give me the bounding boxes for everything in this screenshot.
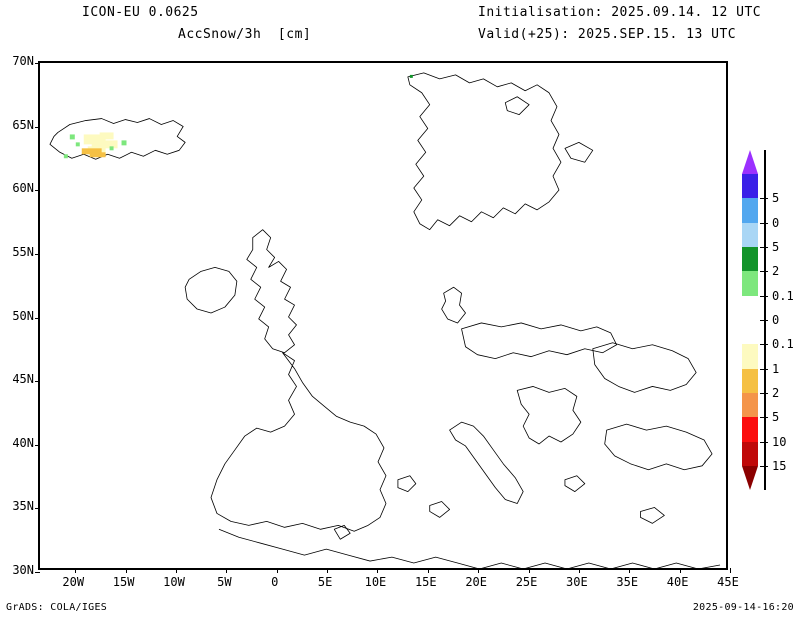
lon-tick bbox=[75, 568, 77, 573]
model-title: ICON-EU 0.0625 bbox=[82, 5, 199, 20]
lat-tick-label: 30N bbox=[12, 563, 34, 577]
lon-tick bbox=[276, 568, 278, 573]
lon-tick-label: 35E bbox=[616, 575, 639, 589]
coastline-paths bbox=[50, 73, 720, 568]
colorbar-tick-label: 15 bbox=[772, 459, 787, 473]
colorbar-band bbox=[742, 417, 758, 442]
colorbar-tick bbox=[760, 247, 768, 248]
lon-tick bbox=[528, 568, 530, 573]
lon-tick bbox=[478, 568, 480, 573]
lon-tick-label: 5W bbox=[217, 575, 232, 589]
lon-tick bbox=[730, 568, 731, 573]
lat-tick-label: 45N bbox=[12, 372, 34, 387]
footer-credit: GrADS: COLA/IGES bbox=[6, 602, 108, 613]
lat-tick bbox=[35, 317, 40, 319]
lon-tick-label: 10E bbox=[364, 575, 387, 589]
lat-tick bbox=[35, 63, 40, 64]
variable-title: AccSnow/3h [cm] bbox=[178, 27, 312, 42]
colorbar-tick bbox=[760, 441, 768, 443]
lon-tick bbox=[427, 568, 429, 573]
lon-tick bbox=[629, 568, 631, 573]
lat-tick bbox=[35, 508, 40, 510]
lon-tick bbox=[125, 568, 127, 573]
colorbar-tick bbox=[760, 222, 768, 224]
lat-tick-label: 40N bbox=[12, 435, 34, 450]
colorbar-band bbox=[742, 368, 758, 393]
map-plot-area[interactable] bbox=[35, 61, 731, 573]
colorbar-top-arrow bbox=[742, 150, 758, 174]
colorbar-band bbox=[742, 319, 758, 345]
colorbar-tick bbox=[760, 295, 768, 297]
lat-tick bbox=[35, 190, 40, 192]
lon-tick-label: 20E bbox=[465, 575, 488, 589]
colorbar-tick-label: 5 bbox=[772, 191, 780, 206]
lat-tick bbox=[35, 572, 40, 573]
lat-tick-label: 70N bbox=[12, 54, 34, 68]
lon-tick bbox=[679, 568, 681, 573]
colorbar-band bbox=[742, 246, 758, 272]
colorbar-tick bbox=[760, 393, 768, 394]
lat-tick-label: 50N bbox=[12, 308, 34, 323]
colorbar-tick-label: 10 bbox=[772, 434, 787, 449]
colorbar-band bbox=[742, 198, 758, 223]
lon-tick-label: 15W bbox=[112, 575, 135, 589]
lon-tick bbox=[175, 568, 177, 573]
colorbar-tick bbox=[760, 198, 768, 200]
colorbar-band bbox=[742, 174, 758, 199]
lon-tick bbox=[226, 568, 228, 573]
valid-time: Valid(+25): 2025.SEP.15. 13 UTC bbox=[478, 27, 737, 42]
lat-tick bbox=[35, 381, 40, 383]
lat-tick bbox=[35, 253, 40, 255]
colorbar-bottom-arrow bbox=[742, 466, 758, 490]
footer-timestamp: 2025-09-14-16:20 bbox=[692, 602, 794, 613]
colorbar-tick-label: 0 bbox=[772, 215, 780, 230]
lat-tick-label: 35N bbox=[12, 499, 34, 514]
lat-tick bbox=[35, 444, 40, 446]
colorbar-tick bbox=[760, 466, 768, 467]
colorbar-tick bbox=[760, 368, 768, 370]
lon-tick bbox=[327, 568, 329, 573]
lon-tick bbox=[377, 568, 379, 573]
lon-tick-label: 20W bbox=[62, 575, 85, 589]
colorbar-tick-label: 0 bbox=[772, 313, 780, 327]
lon-tick-label: 40E bbox=[666, 575, 689, 589]
lon-tick-label: 15E bbox=[414, 575, 437, 589]
colorbar-band bbox=[742, 392, 758, 418]
colorbar-tick-label: 0.1 bbox=[772, 337, 794, 352]
lon-tick-label: 25E bbox=[515, 575, 538, 589]
colorbar-tick-label: 2 bbox=[772, 386, 780, 400]
data-patches-iceland bbox=[63, 132, 127, 159]
lat-tick-label: 60N bbox=[12, 181, 34, 196]
lat-tick bbox=[35, 126, 40, 128]
initialisation-time: Initialisation: 2025.09.14. 12 UTC bbox=[478, 5, 762, 20]
colorbar-band bbox=[742, 271, 758, 296]
colorbar-tick-label: 2 bbox=[772, 264, 780, 279]
lon-tick-label: 0 bbox=[271, 575, 279, 589]
lon-tick-label: 30E bbox=[566, 575, 588, 589]
colorbar[interactable] bbox=[742, 150, 758, 490]
lon-tick bbox=[578, 568, 580, 573]
colorbar-tick bbox=[760, 320, 768, 321]
colorbar-tick-label: 5 bbox=[772, 240, 780, 254]
lat-tick-label: 65N bbox=[12, 117, 34, 132]
lon-tick-label: 5E bbox=[317, 575, 333, 589]
colorbar-tick bbox=[760, 417, 768, 419]
lon-tick-label: 10W bbox=[163, 575, 185, 589]
colorbar-tick bbox=[760, 271, 768, 273]
lat-tick-label: 55N bbox=[12, 244, 34, 259]
colorbar-band bbox=[742, 295, 758, 320]
snow-data-layer bbox=[63, 74, 413, 159]
colorbar-band bbox=[742, 441, 758, 466]
colorbar-band bbox=[742, 222, 758, 247]
colorbar-tick-label: 0.1 bbox=[772, 288, 794, 303]
colorbar-tick-label: 1 bbox=[772, 361, 780, 376]
coastline-overlay bbox=[40, 63, 726, 568]
colorbar-band bbox=[742, 344, 758, 369]
colorbar-tick-label: 5 bbox=[772, 410, 780, 425]
colorbar-tick bbox=[760, 344, 768, 346]
lon-tick-label: 45E bbox=[717, 575, 739, 589]
data-patches-scattered bbox=[409, 74, 413, 78]
